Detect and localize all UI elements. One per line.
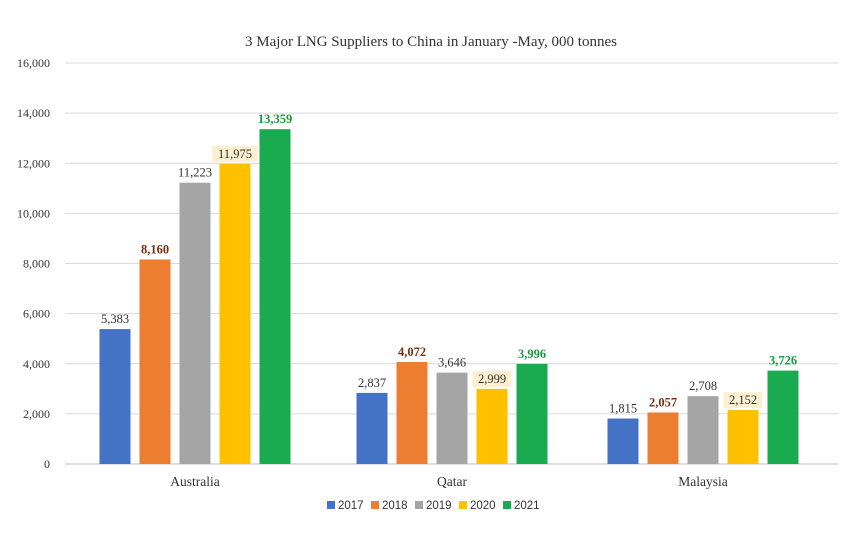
- bar: [99, 329, 131, 464]
- y-tick-label: 6,000: [23, 307, 50, 321]
- bar: [647, 412, 679, 464]
- x-tick-label: Malaysia: [678, 474, 728, 489]
- data-label: 13,359: [258, 112, 292, 126]
- x-axis-ticks: Australia Qatar Malaysia: [170, 474, 728, 489]
- legend-label: 2018: [382, 500, 408, 512]
- legend-label: 2019: [426, 500, 452, 512]
- data-label: 11,223: [178, 166, 212, 180]
- legend-swatch: [371, 501, 379, 509]
- data-label-highlight: [472, 370, 512, 387]
- legend-swatch: [503, 501, 511, 509]
- legend-item: 2018: [371, 500, 408, 512]
- data-labels: 5,383 2,837 1,815 8,160 4,072 2,057 11,223 3,64…: [101, 112, 797, 415]
- bar: [516, 363, 548, 464]
- y-tick-label: 14,000: [17, 106, 50, 120]
- data-label: 8,160: [141, 242, 169, 256]
- data-label: 1,815: [609, 402, 637, 416]
- bars: [99, 129, 799, 464]
- bar: [396, 361, 428, 464]
- y-tick-label: 4,000: [23, 357, 50, 371]
- bar: [687, 396, 719, 464]
- bar: [436, 372, 468, 464]
- data-label: 2,837: [358, 376, 386, 390]
- legend-item: 2019: [415, 500, 452, 512]
- data-label: 4,072: [398, 345, 426, 359]
- bar: [259, 129, 291, 464]
- y-tick-label: 2,000: [23, 407, 50, 421]
- legend-label: 2020: [470, 500, 496, 512]
- data-label: 2,999: [478, 372, 506, 386]
- legend-swatch: [459, 501, 467, 509]
- bar: [607, 418, 639, 464]
- legend-item: 2020: [459, 500, 496, 512]
- data-label: 11,975: [218, 147, 252, 161]
- bar: [219, 163, 251, 464]
- data-label: 2,152: [729, 393, 757, 407]
- y-tick-label: 10,000: [17, 206, 50, 220]
- y-axis-ticks: 0 2,000 4,000 6,000 8,000 10,000 12,000 14,000 1…: [17, 56, 50, 471]
- legend-swatch: [327, 501, 335, 509]
- x-tick-label: Australia: [170, 474, 220, 489]
- legend-item: 2017: [327, 500, 364, 512]
- chart-title: 3 Major LNG Suppliers to China in Januar…: [245, 34, 617, 50]
- data-label-highlight: [212, 145, 258, 162]
- legend-item: 2021: [503, 500, 540, 512]
- data-label-highlight: [723, 392, 763, 409]
- bar: [356, 392, 388, 464]
- data-label: 5,383: [101, 312, 129, 326]
- y-tick-label: 12,000: [17, 156, 50, 170]
- y-tick-label: 16,000: [17, 56, 50, 70]
- data-label: 2,057: [649, 395, 677, 409]
- legend-label: 2017: [338, 500, 364, 512]
- bar: [179, 182, 211, 464]
- y-tick-label: 8,000: [23, 257, 50, 271]
- bar: [727, 410, 759, 464]
- y-tick-label: 0: [44, 457, 50, 471]
- bar: [767, 370, 799, 464]
- legend: 2017 2018 2019 2020 2021: [327, 500, 540, 512]
- bar: [476, 388, 508, 464]
- data-label: 2,708: [689, 379, 717, 393]
- data-label: 3,646: [438, 356, 466, 370]
- legend-swatch: [415, 501, 423, 509]
- bar: [139, 259, 171, 464]
- data-label: 3,996: [518, 347, 546, 361]
- data-label: 3,726: [769, 354, 797, 368]
- x-tick-label: Qatar: [437, 474, 467, 489]
- legend-label: 2021: [514, 500, 540, 512]
